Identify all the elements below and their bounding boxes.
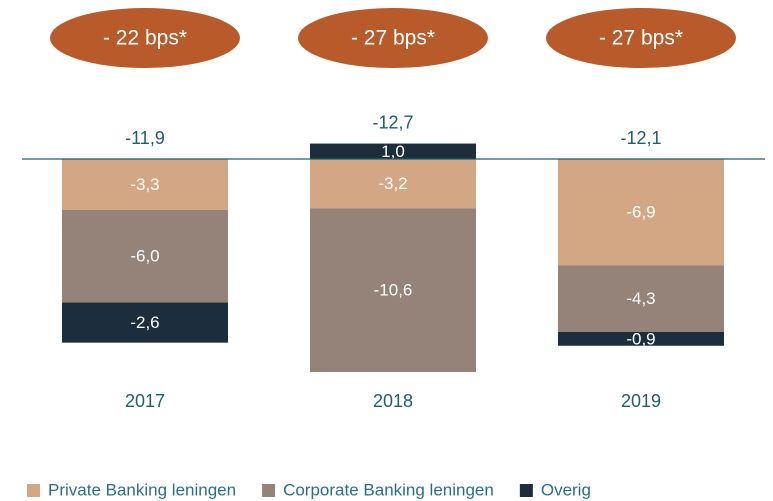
data-label: -3,2 (378, 174, 407, 193)
data-label: -10,6 (374, 281, 413, 300)
data-label: -0,9 (626, 329, 655, 348)
data-label: -6,0 (130, 247, 159, 266)
legend-swatch (262, 484, 276, 497)
annotation-bubble (298, 8, 488, 68)
legend-label: Private Banking leningen (48, 480, 236, 499)
bar-segment (310, 208, 476, 372)
total-label: -12,7 (372, 112, 413, 132)
bar-segment (558, 265, 724, 332)
annotation: - 27 bps* (351, 27, 435, 50)
x-tick-label: 2017 (125, 391, 165, 411)
bar-segment (62, 302, 228, 343)
annotation: - 27 bps* (599, 27, 683, 50)
data-label: -4,3 (626, 289, 655, 308)
data-label: -3,3 (130, 175, 159, 194)
annotation-bubble (546, 8, 736, 68)
annotation: - 22 bps* (103, 27, 187, 50)
bar-segment (310, 159, 476, 209)
x-tick-label: 2018 (373, 391, 413, 411)
legend-label: Overig (541, 480, 591, 499)
legend-swatch (519, 484, 533, 497)
data-label: 1,0 (381, 142, 405, 161)
x-tick-label: 2019 (621, 391, 661, 411)
bar-segment (310, 143, 476, 159)
bar-segment (558, 159, 724, 266)
legend-label: Corporate Banking leningen (283, 480, 494, 499)
legend-swatch (27, 484, 40, 497)
bar-segment (558, 331, 724, 346)
data-label: -2,6 (130, 313, 159, 332)
bar-segment (62, 159, 228, 210)
annotation-bubble (50, 8, 240, 68)
bar-segment (62, 209, 228, 303)
total-label: -12,1 (620, 128, 661, 148)
total-label: -11,9 (125, 128, 165, 148)
data-label: -6,9 (626, 203, 655, 222)
